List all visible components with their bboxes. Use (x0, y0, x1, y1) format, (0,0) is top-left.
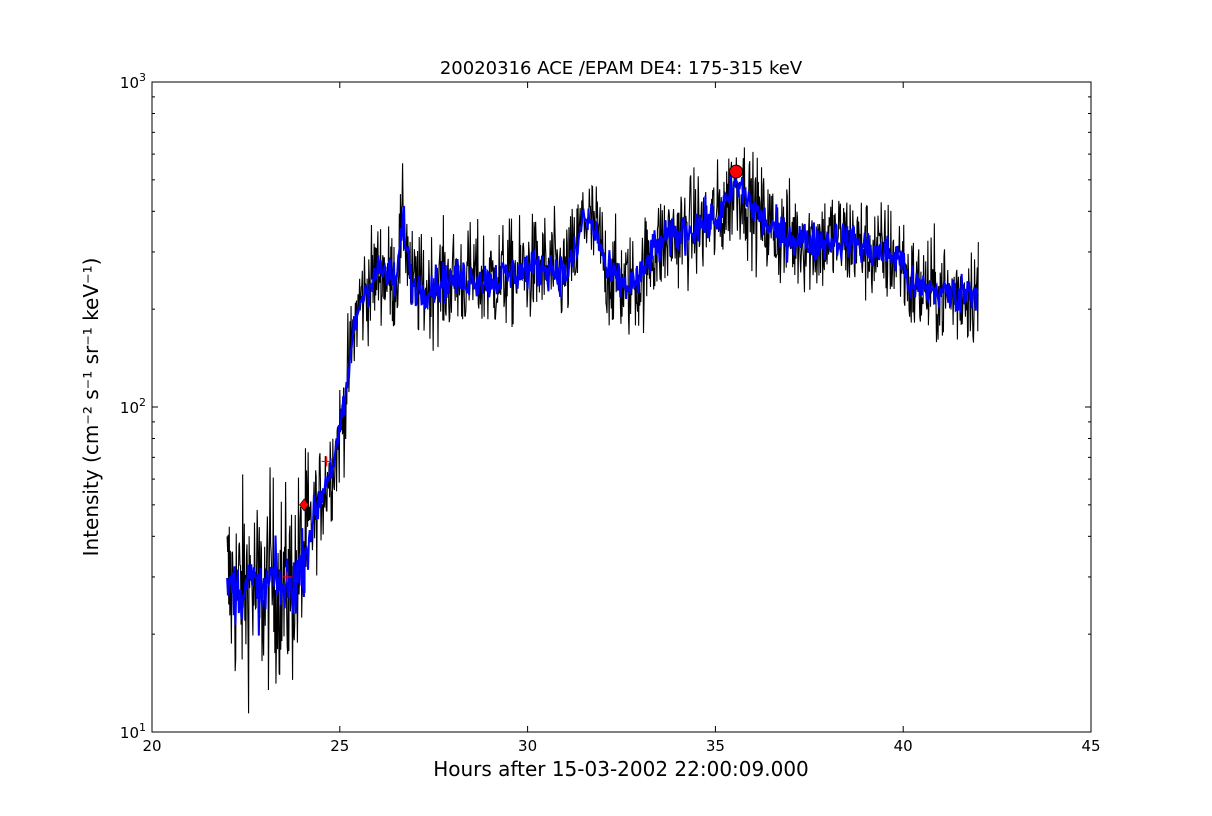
chart-title: 20020316 ACE /EPAM DE4: 175-315 keV (440, 58, 803, 79)
x-tick-label: 40 (894, 737, 913, 755)
axis-ticks: 20 25 30 35 40 45 101 102 103 (120, 71, 1101, 755)
x-tick-label: 20 (142, 737, 161, 755)
y-axis-label: Intensity (cm⁻² s⁻¹ sr⁻¹ keV⁻¹) (79, 258, 103, 557)
peak-marker (729, 164, 744, 179)
x-axis-label: Hours after 15-03-2002 22:00:09.000 (433, 757, 809, 781)
y-tick-label: 102 (120, 396, 146, 417)
x-tick-label: 30 (518, 737, 537, 755)
plot-area (226, 147, 979, 714)
x-tick-label: 25 (330, 737, 349, 755)
x-tick-label: 35 (706, 737, 725, 755)
y-tick-label: 103 (120, 71, 146, 92)
reference-marker (282, 571, 293, 582)
x-tick-label: 45 (1081, 737, 1100, 755)
reference-marker (321, 456, 332, 467)
y-tick-label: 101 (120, 721, 146, 742)
onset-marker (299, 498, 309, 512)
smoothed-intensity-line (226, 173, 979, 636)
